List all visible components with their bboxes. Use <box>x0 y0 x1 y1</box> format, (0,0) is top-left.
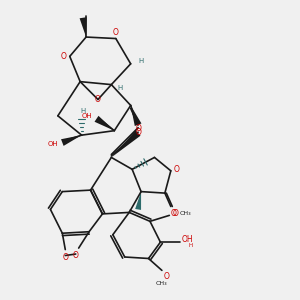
Text: O: O <box>61 52 67 61</box>
Text: O: O <box>113 28 119 37</box>
Text: H: H <box>117 85 123 91</box>
Polygon shape <box>111 130 140 158</box>
Polygon shape <box>61 135 82 146</box>
Text: O: O <box>172 209 178 218</box>
Text: O: O <box>135 124 141 133</box>
Text: H: H <box>80 108 86 114</box>
Text: O: O <box>62 253 68 262</box>
Polygon shape <box>135 192 141 210</box>
Text: CH₃: CH₃ <box>180 212 191 216</box>
Text: OH: OH <box>47 141 58 147</box>
Text: O: O <box>174 165 180 174</box>
Text: O: O <box>164 272 169 281</box>
Polygon shape <box>80 17 87 37</box>
Text: OH: OH <box>181 235 193 244</box>
Polygon shape <box>94 116 114 131</box>
Text: O: O <box>171 209 177 218</box>
Text: OH: OH <box>81 113 92 119</box>
Text: O: O <box>95 95 101 104</box>
Polygon shape <box>131 105 141 126</box>
Text: O: O <box>73 251 79 260</box>
Text: O: O <box>135 128 141 137</box>
Text: CH₃: CH₃ <box>156 281 168 286</box>
Text: H: H <box>189 243 193 248</box>
Text: H: H <box>138 58 143 64</box>
